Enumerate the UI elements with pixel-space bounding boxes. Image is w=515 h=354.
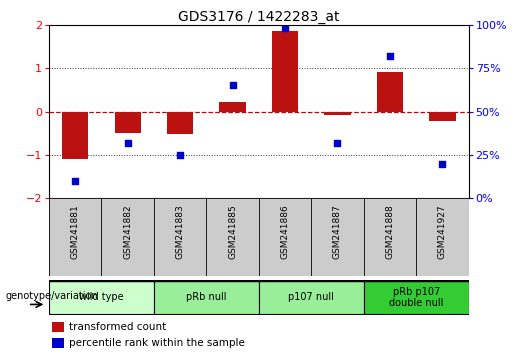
- Point: [229, 83, 237, 88]
- Point: [124, 140, 132, 145]
- Text: GSM241885: GSM241885: [228, 205, 237, 259]
- Text: p107 null: p107 null: [288, 292, 334, 302]
- Point: [71, 178, 79, 184]
- Bar: [154, 280, 259, 314]
- Text: pRb p107
double null: pRb p107 double null: [389, 286, 443, 308]
- Bar: [219, 102, 246, 112]
- Text: GSM241927: GSM241927: [438, 205, 447, 259]
- Bar: [430, 112, 456, 121]
- Text: genotype/variation: genotype/variation: [5, 291, 98, 301]
- Point: [438, 161, 447, 166]
- Bar: [62, 112, 88, 159]
- Bar: [364, 280, 469, 314]
- Text: transformed count: transformed count: [70, 322, 167, 332]
- Point: [386, 53, 394, 59]
- Bar: [272, 31, 298, 112]
- Bar: [114, 112, 141, 133]
- Point: [176, 152, 184, 158]
- Bar: [324, 112, 351, 115]
- Bar: [52, 322, 64, 332]
- Text: GSM241887: GSM241887: [333, 205, 342, 259]
- Text: GSM241882: GSM241882: [123, 205, 132, 259]
- Text: percentile rank within the sample: percentile rank within the sample: [70, 338, 245, 348]
- Bar: [377, 73, 403, 112]
- Bar: [52, 338, 64, 348]
- Text: wild type: wild type: [79, 292, 124, 302]
- Title: GDS3176 / 1422283_at: GDS3176 / 1422283_at: [178, 10, 339, 24]
- Text: GSM241883: GSM241883: [176, 205, 184, 259]
- Text: GSM241881: GSM241881: [71, 205, 80, 259]
- Text: pRb null: pRb null: [186, 292, 227, 302]
- Point: [281, 25, 289, 31]
- Bar: [259, 280, 364, 314]
- Text: GSM241886: GSM241886: [281, 205, 289, 259]
- Bar: [49, 280, 154, 314]
- Point: [333, 140, 341, 145]
- Text: GSM241888: GSM241888: [385, 205, 394, 259]
- Bar: [167, 112, 193, 134]
